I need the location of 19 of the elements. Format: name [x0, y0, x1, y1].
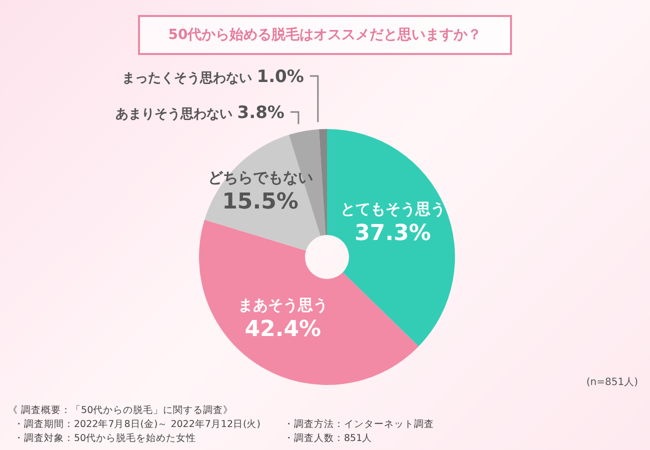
text: ・調査期間：2022年7月8日(金)～ 2022年7月12日(火) [13, 418, 262, 432]
text: (n=851人) [586, 376, 638, 389]
data-label: 42.4% [244, 317, 322, 342]
data-label: 15.5% [222, 190, 298, 215]
slice-label: まあそう思う [238, 296, 328, 314]
donut-slice [327, 129, 455, 346]
slice-label: とてもそう思う [340, 200, 446, 218]
slice-label: どちらでもない [208, 168, 313, 187]
slice-label: まったくそう思わない [122, 71, 252, 86]
text: ・調査対象：50代から脱毛を始めた女性 [13, 432, 198, 446]
slice-label: あまりそう思わない [115, 107, 232, 122]
donut-slice [318, 129, 327, 236]
text: ・調査人数：851人 [283, 432, 374, 446]
chart-title: 50代から始める脱毛はオススメだと思いますか？ [138, 15, 512, 55]
text: ・調査方法：インターネット調査 [283, 418, 435, 432]
data-label: 37.3% [354, 221, 431, 246]
data-label: 3.8% [237, 103, 284, 123]
text: 《 調査概要：「50代からの脱毛」に関する調査》 [8, 404, 234, 418]
data-label: 1.0% [256, 67, 304, 87]
